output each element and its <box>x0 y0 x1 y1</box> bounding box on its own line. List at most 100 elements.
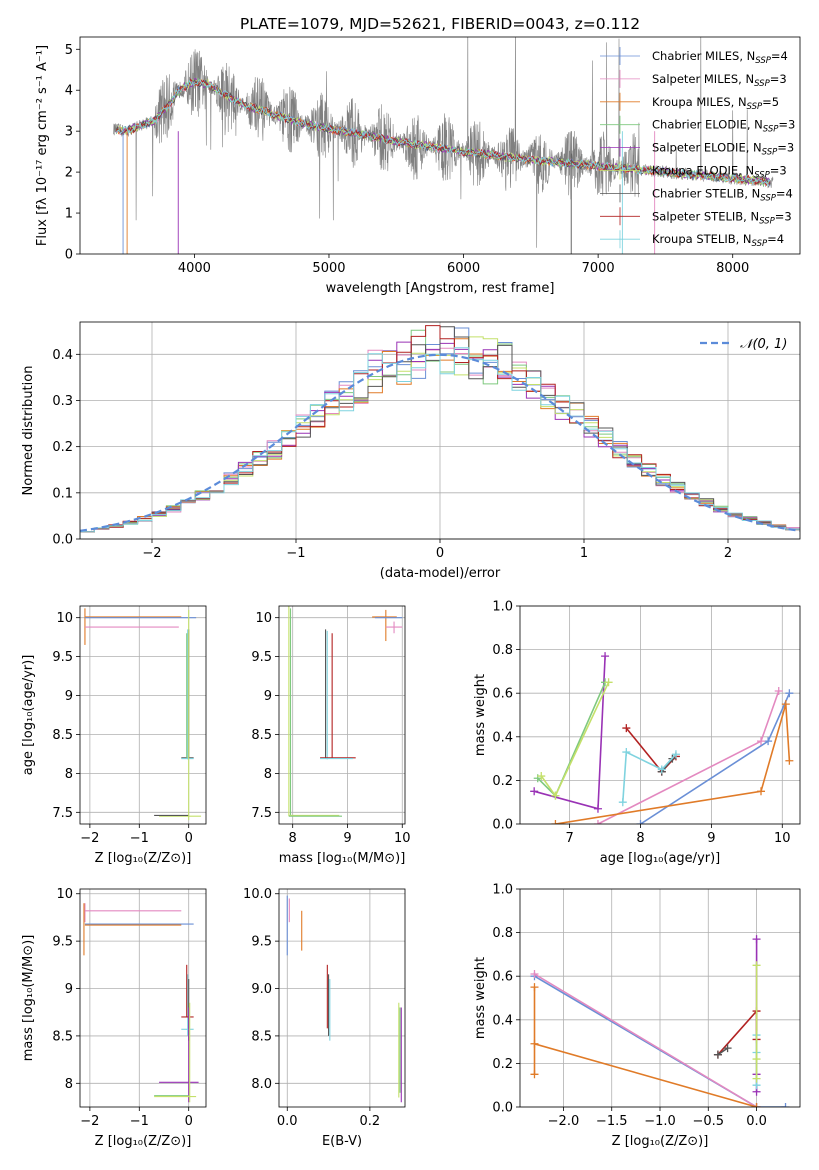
weight-marker <box>752 935 761 944</box>
legend-label-9: Kroupa STELIB, NSSP=4 <box>652 232 784 249</box>
legend-sub: SSP <box>759 216 775 226</box>
legend-label-2: Salpeter MILES, NSSP=3 <box>652 72 787 89</box>
panel8-xlabel: Z [log₁₀(Z/Z⊙)] <box>612 1134 709 1149</box>
panel4-xtick-label: 8 <box>289 831 297 846</box>
model-line-7 <box>115 79 771 186</box>
weight-marker <box>530 970 539 979</box>
legend-suffix: =3 <box>770 72 787 86</box>
weight-marker <box>757 787 766 796</box>
panel5-ytick-label: 0.2 <box>492 774 513 789</box>
weight-marker <box>551 820 560 824</box>
panel7-xtick-label: 0.0 <box>277 1114 298 1129</box>
weight-marker <box>636 820 645 824</box>
panel2-ylabel: Normed distribution <box>21 366 36 496</box>
panel4-xlabel: mass [log₁₀(M/M⊙)] <box>279 851 406 866</box>
weight-line-5 <box>625 727 677 773</box>
panel1-xtick-label: 6000 <box>447 261 480 276</box>
panel4-ytick-label: 10 <box>255 611 272 626</box>
legend-suffix: =3 <box>777 141 794 155</box>
weight-marker <box>622 724 631 733</box>
panel3-xtick-label: 0 <box>185 831 193 846</box>
panel4-frame <box>278 605 406 825</box>
weight-line-1 <box>640 692 791 824</box>
panel5-ytick-label: 0.8 <box>492 643 513 658</box>
panel3-xtick-label: −2 <box>80 831 99 846</box>
weight-marker <box>713 1050 722 1059</box>
weight-marker <box>752 1055 761 1064</box>
panel5-ytick-label: 0.6 <box>492 687 513 702</box>
weight-marker <box>530 787 539 796</box>
panel7-frame <box>278 888 406 1108</box>
panel3-frame <box>79 605 207 825</box>
legend-name: Kroupa STELIB, N <box>652 232 752 246</box>
legend-sub: SSP <box>747 102 763 112</box>
weight-marker <box>618 798 627 807</box>
panel2-ytick-label: 0.4 <box>52 348 73 363</box>
panel3-ytick-label: 9.5 <box>52 650 73 665</box>
weight-marker <box>752 961 761 970</box>
panel6-xtick-label: −1 <box>130 1114 149 1129</box>
panel8-ytick-label: 0.6 <box>492 970 513 985</box>
panel8-xtick-label: 0.0 <box>746 1114 767 1129</box>
panel2-ytick-label: 0.2 <box>52 440 73 455</box>
legend-sub: SSP <box>760 193 776 203</box>
panel1-ytick-label: 4 <box>65 84 73 99</box>
panel1-xtick-label: 8000 <box>716 261 749 276</box>
legend-sub: SSP <box>754 79 770 89</box>
panel6-xlabel: Z [log₁₀(Z/Z⊙)] <box>95 1134 192 1149</box>
panel3-ytick-label: 8.5 <box>52 728 73 743</box>
panel3-ytick-label: 7.5 <box>52 806 73 821</box>
legend-suffix: =5 <box>762 95 779 109</box>
weight-age-plot-area <box>530 652 794 824</box>
panel1-ytick-label: 3 <box>65 125 73 140</box>
panel8-xtick-label: −1.0 <box>644 1114 676 1129</box>
panel4-ytick-label: 8 <box>264 767 272 782</box>
legend-name: Salpeter STELIB, N <box>652 209 759 223</box>
weight-marker <box>785 756 794 765</box>
age-mass-plot-area <box>288 606 403 817</box>
panel1-ytick-label: 2 <box>65 166 73 181</box>
panel2-ytick-label: 0.1 <box>52 486 73 501</box>
panel7-ytick-label: 9.0 <box>251 982 272 997</box>
weight-marker <box>530 1039 539 1048</box>
panel1-ylabel: Flux [fλ 10⁻¹⁷ erg cm⁻² s⁻¹ A⁻¹] <box>35 45 50 246</box>
weight-marker <box>551 791 560 800</box>
weight-marker <box>781 1103 790 1107</box>
panel3-ytick-label: 10 <box>56 611 73 626</box>
legend-name: Salpeter ELODIE, N <box>652 141 762 155</box>
panel7-ytick-label: 9.5 <box>251 935 272 950</box>
panel6-xtick-label: 0 <box>185 1114 193 1129</box>
weight-line-7 <box>622 750 677 803</box>
panel8-xtick-label: −2.0 <box>548 1114 580 1129</box>
panel8-xtick-label: −1.5 <box>596 1114 628 1129</box>
panel3-ytick-label: 8 <box>65 767 73 782</box>
weight-marker <box>752 1074 761 1083</box>
panel5-ylabel: mass weight <box>473 674 488 756</box>
weight-marker <box>537 772 546 781</box>
panel1-xtick-label: 4000 <box>178 261 211 276</box>
panel5-frame <box>519 605 801 825</box>
weight-marker <box>530 983 539 992</box>
panel3-xtick-label: −1 <box>130 831 149 846</box>
legend-name: Chabrier MILES, N <box>652 49 755 63</box>
legend-suffix: =3 <box>778 118 795 132</box>
panel8-frame <box>519 888 801 1108</box>
panel5-xtick-label: 8 <box>636 831 644 846</box>
weight-metallicity-plot-area <box>530 935 790 1107</box>
weight-line-3 <box>533 987 757 1107</box>
model-line-9 <box>115 79 771 187</box>
panel2-xtick-label: −2 <box>142 546 161 561</box>
panel4-xtick-label: 10 <box>394 831 411 846</box>
normal-reference-curve <box>80 353 800 532</box>
panel7-xlabel: E(B-V) <box>322 1134 362 1149</box>
panel6-ytick-label: 9.5 <box>52 935 73 950</box>
legend-name: Chabrier STELIB, N <box>652 186 760 200</box>
legend-label-5: Salpeter ELODIE, NSSP=3 <box>652 141 794 158</box>
panel7-ytick-label: 8.0 <box>251 1077 272 1092</box>
weight-marker <box>781 700 790 709</box>
legend-label-3: Kroupa MILES, NSSP=5 <box>652 95 779 112</box>
panel5-ytick-label: 1.0 <box>492 600 513 615</box>
chart-title: PLATE=1079, MJD=52621, FIBERID=0043, z=0… <box>240 15 640 33</box>
panel5-ytick-label: 0.0 <box>492 818 513 833</box>
legend-label-6: Kroupa ELODIE, NSSP=3 <box>652 164 787 181</box>
